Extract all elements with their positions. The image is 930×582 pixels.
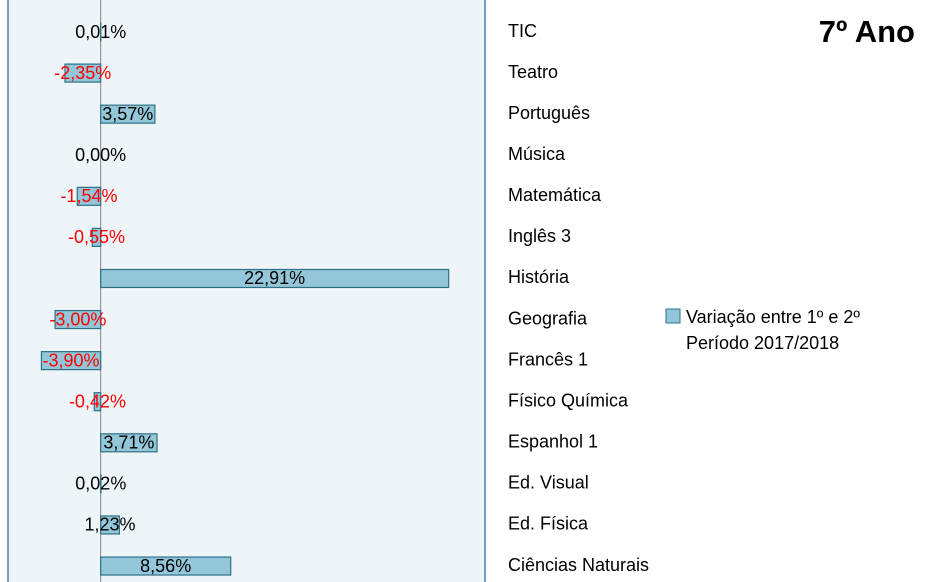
category-label: História (508, 267, 570, 287)
value-label: -3,00% (49, 309, 106, 329)
category-label: Ed. Física (508, 514, 589, 534)
value-label: 1,23% (84, 515, 135, 535)
bar (93, 392, 102, 412)
bar (100, 515, 120, 535)
bar (76, 186, 102, 206)
bar (64, 63, 102, 83)
category-label: Ed. Visual (508, 473, 589, 493)
legend-swatch (665, 308, 681, 324)
bar (100, 268, 450, 289)
category-label: Ciências Naturais (508, 555, 649, 575)
value-label: 3,57% (102, 104, 153, 124)
legend-label: Variação entre 1º e 2º Período 2017/2018 (686, 307, 860, 353)
value-label: -2,35% (54, 63, 111, 83)
category-label: Matemática (508, 185, 602, 205)
bar (100, 433, 158, 453)
bar (54, 309, 102, 330)
category-label: Inglês 3 (508, 226, 571, 246)
bar (100, 556, 232, 576)
category-label: Geografia (508, 308, 588, 328)
category-label: Música (508, 144, 566, 164)
value-label: -0,55% (68, 227, 125, 247)
bar (100, 104, 156, 124)
chart-title: 7º Ano (819, 14, 915, 49)
value-label: 0,00% (75, 145, 126, 165)
value-label: -0,42% (69, 391, 126, 411)
plot-area (7, 0, 486, 582)
value-label: 8,56% (140, 556, 191, 576)
category-label: Físico Química (508, 390, 629, 410)
bar (91, 227, 102, 247)
bar (40, 351, 102, 371)
category-label: Português (508, 103, 590, 123)
value-label: 0,02% (75, 474, 126, 494)
category-label: TIC (508, 21, 537, 41)
category-label: Francês 1 (508, 349, 588, 369)
value-label: 22,91% (244, 268, 305, 288)
value-label: -1,54% (60, 186, 117, 206)
category-label: Espanhol 1 (508, 432, 598, 452)
value-label: -3,90% (43, 350, 100, 370)
value-label: 3,71% (103, 433, 154, 453)
category-label: Teatro (508, 62, 558, 82)
value-label: 0,01% (75, 22, 126, 42)
